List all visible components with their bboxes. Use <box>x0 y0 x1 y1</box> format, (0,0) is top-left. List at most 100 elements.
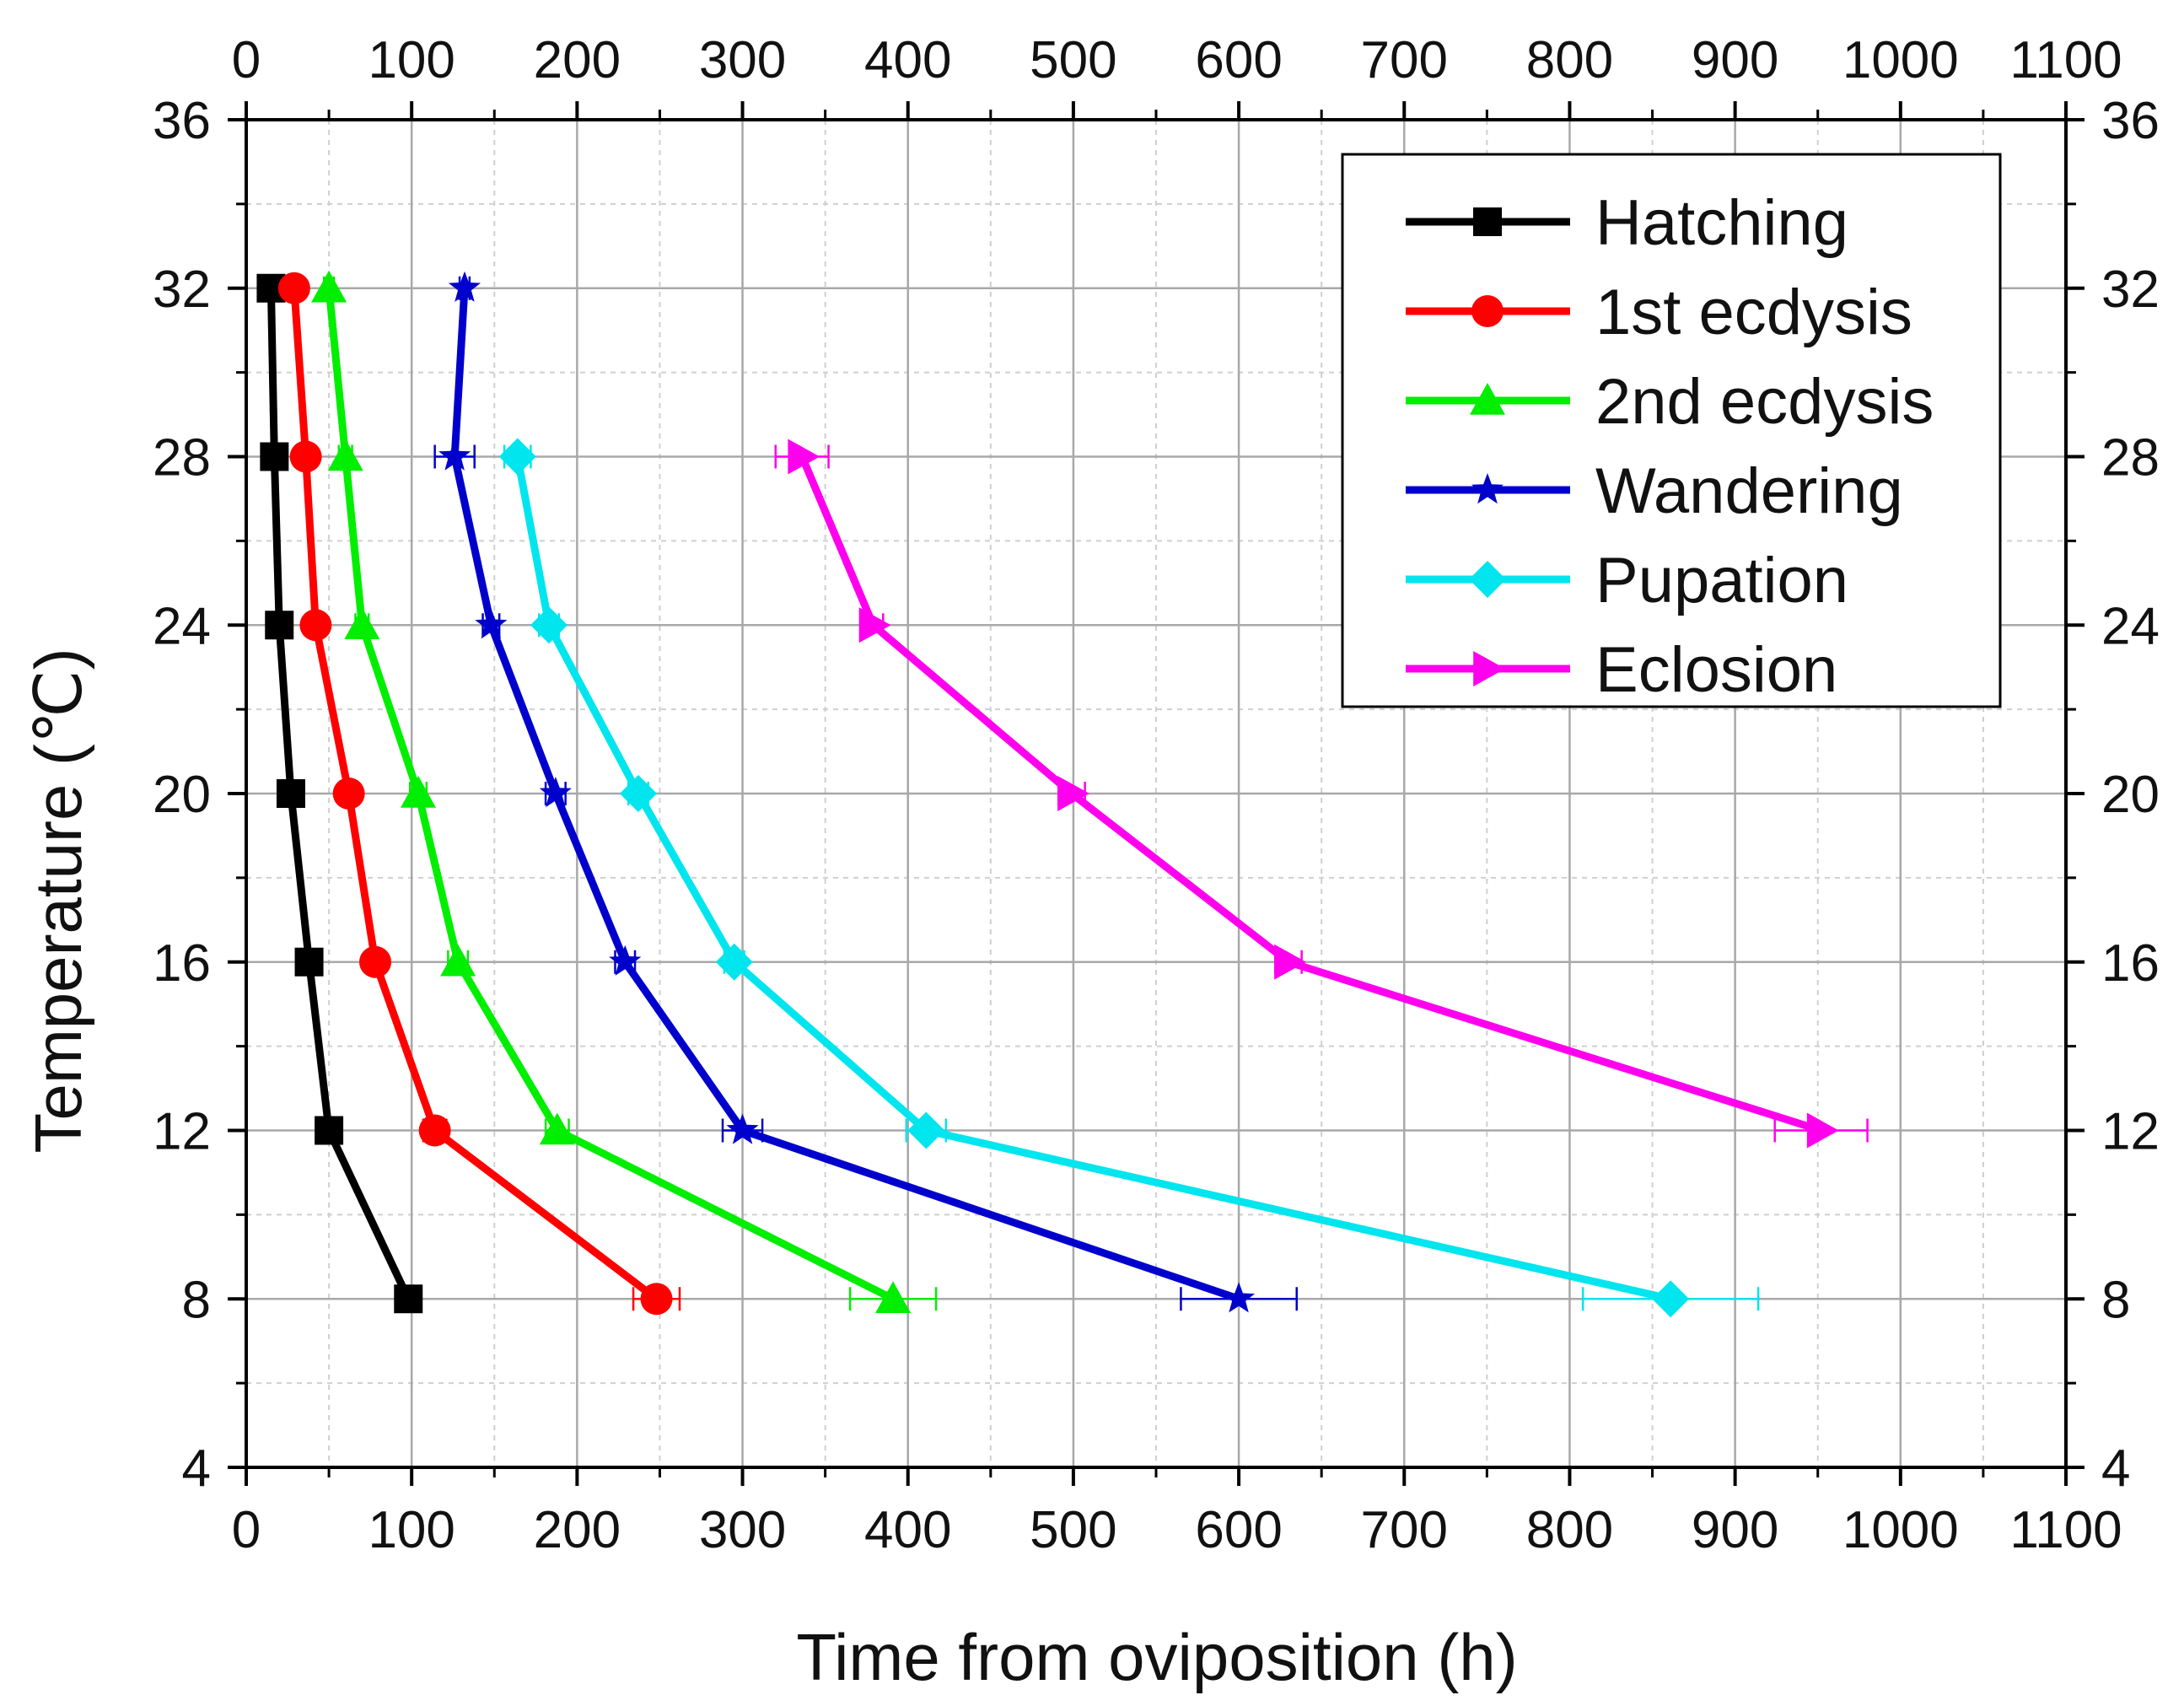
y-tick-label-left: 12 <box>153 1103 211 1161</box>
x-tick-label-top: 0 <box>232 31 261 89</box>
data-point-hatching <box>265 611 294 640</box>
y-tick-label-left: 16 <box>153 934 211 993</box>
series-wandering <box>433 271 1299 1313</box>
data-point-1st-ecdysis <box>289 440 322 473</box>
data-point-pupation <box>530 606 568 644</box>
data-point-1st-ecdysis <box>332 778 365 810</box>
x-tick-label-bottom: 1000 <box>1842 1501 1959 1559</box>
x-tick-label-top: 800 <box>1526 31 1613 89</box>
data-point-hatching <box>394 1284 423 1314</box>
data-point-pupation <box>907 1111 945 1149</box>
legend-entry-eclosion: Eclosion <box>1406 634 1837 706</box>
x-tick-label-top: 100 <box>368 31 455 89</box>
series-eclosion <box>774 439 1869 1149</box>
y-tick-label-right: 16 <box>2101 934 2160 993</box>
x-tick-label-bottom: 600 <box>1195 1501 1282 1559</box>
series-pupation <box>498 438 1760 1318</box>
data-point-pupation <box>498 438 536 476</box>
legend-label-1st-ecdysis: 1st ecdysis <box>1595 277 1912 348</box>
legend-marker-pupation <box>1469 561 1506 598</box>
y-tick-label-right: 4 <box>2101 1440 2130 1498</box>
legend-label-eclosion: Eclosion <box>1595 634 1837 706</box>
data-point-wandering <box>438 439 471 471</box>
x-tick-label-top: 500 <box>1030 31 1116 89</box>
x-tick-label-bottom: 100 <box>368 1501 455 1559</box>
axes: 0 0 100 100 200 200 300 300 400 400 500 500 600 600 70… <box>153 31 2160 1559</box>
data-point-2nd-ecdysis <box>344 607 380 640</box>
series-hatching <box>256 273 423 1314</box>
y-tick-label-left: 20 <box>153 766 211 824</box>
data-point-hatching <box>260 442 289 471</box>
data-point-pupation <box>715 943 753 981</box>
x-tick-label-bottom: 500 <box>1030 1501 1116 1559</box>
data-point-eclosion <box>1274 944 1306 980</box>
legend-entry-hatching: Hatching <box>1406 187 1848 259</box>
x-tick-label-bottom: 800 <box>1526 1501 1613 1559</box>
series-line-pupation <box>514 453 1675 1303</box>
x-tick-label-bottom: 900 <box>1692 1501 1778 1559</box>
x-tick-label-bottom: 200 <box>534 1501 621 1559</box>
legend-label-hatching: Hatching <box>1595 187 1848 259</box>
series-2nd-ecdysis <box>311 270 938 1314</box>
x-tick-label-top: 900 <box>1692 31 1778 89</box>
x-tick-label-bottom: 1100 <box>2009 1501 2122 1559</box>
data-point-eclosion <box>1057 776 1089 811</box>
legend-entry-pupation: Pupation <box>1406 545 1848 616</box>
data-point-eclosion <box>858 607 891 643</box>
data-point-2nd-ecdysis <box>327 439 363 471</box>
legend-marker-hatching <box>1473 207 1502 236</box>
y-tick-label-left: 24 <box>153 597 211 655</box>
data-point-2nd-ecdysis <box>401 776 437 808</box>
legend: Hatching 1st ecdysis 2nd ecdysis Wandering P… <box>1341 153 2002 708</box>
x-tick-label-top: 600 <box>1195 31 1282 89</box>
x-tick-label-bottom: 0 <box>232 1501 261 1559</box>
data-point-wandering <box>448 271 481 302</box>
y-tick-label-left: 8 <box>182 1271 211 1329</box>
data-point-wandering <box>609 944 642 976</box>
x-tick-label-top: 200 <box>534 31 621 89</box>
data-point-2nd-ecdysis <box>539 1112 575 1145</box>
legend-marker-eclosion <box>1473 651 1505 686</box>
legend-box <box>1341 153 2002 708</box>
y-tick-label-right: 24 <box>2101 597 2160 655</box>
data-point-wandering <box>539 777 572 808</box>
data-point-hatching <box>294 947 324 977</box>
data-point-eclosion <box>1806 1112 1839 1149</box>
legend-entry-2nd-ecdysis: 2nd ecdysis <box>1406 366 1934 438</box>
data-point-1st-ecdysis <box>640 1283 673 1316</box>
y-tick-label-right: 12 <box>2101 1103 2160 1161</box>
data-point-1st-ecdysis <box>277 272 310 304</box>
x-tick-label-bottom: 300 <box>699 1501 786 1559</box>
data-point-hatching <box>276 779 305 808</box>
x-tick-label-bottom: 400 <box>864 1501 951 1559</box>
x-tick-label-top: 700 <box>1361 31 1448 89</box>
x-axis-title: Time from oviposition (h) <box>796 1620 1517 1694</box>
y-tick-label-left: 28 <box>153 429 211 487</box>
data-point-1st-ecdysis <box>359 945 392 978</box>
x-tick-label-top: 1100 <box>2009 31 2122 89</box>
y-tick-label-right: 8 <box>2101 1271 2130 1329</box>
data-point-wandering <box>726 1113 759 1144</box>
data-point-2nd-ecdysis <box>440 944 476 977</box>
legend-label-2nd-ecdysis: 2nd ecdysis <box>1595 366 1934 438</box>
data-point-1st-ecdysis <box>418 1114 451 1147</box>
legend-marker-1st-ecdysis <box>1471 295 1504 327</box>
y-tick-label-left: 36 <box>153 92 211 150</box>
data-point-1st-ecdysis <box>299 609 332 642</box>
x-tick-label-top: 300 <box>699 31 786 89</box>
data-point-2nd-ecdysis <box>875 1281 912 1314</box>
series-1st-ecdysis <box>277 272 681 1316</box>
y-tick-label-right: 20 <box>2101 766 2160 824</box>
y-tick-label-left: 4 <box>182 1440 211 1498</box>
y-tick-label-left: 32 <box>153 261 211 319</box>
data-point-2nd-ecdysis <box>311 270 347 303</box>
data-point-wandering <box>1223 1282 1256 1313</box>
y-axis-title: Temperature (℃) <box>21 648 95 1153</box>
data-point-hatching <box>315 1116 344 1145</box>
data-point-wandering <box>475 608 508 639</box>
legend-entry-wandering: Wandering <box>1406 455 1903 527</box>
legend-label-wandering: Wandering <box>1595 455 1903 527</box>
x-tick-label-top: 400 <box>864 31 951 89</box>
